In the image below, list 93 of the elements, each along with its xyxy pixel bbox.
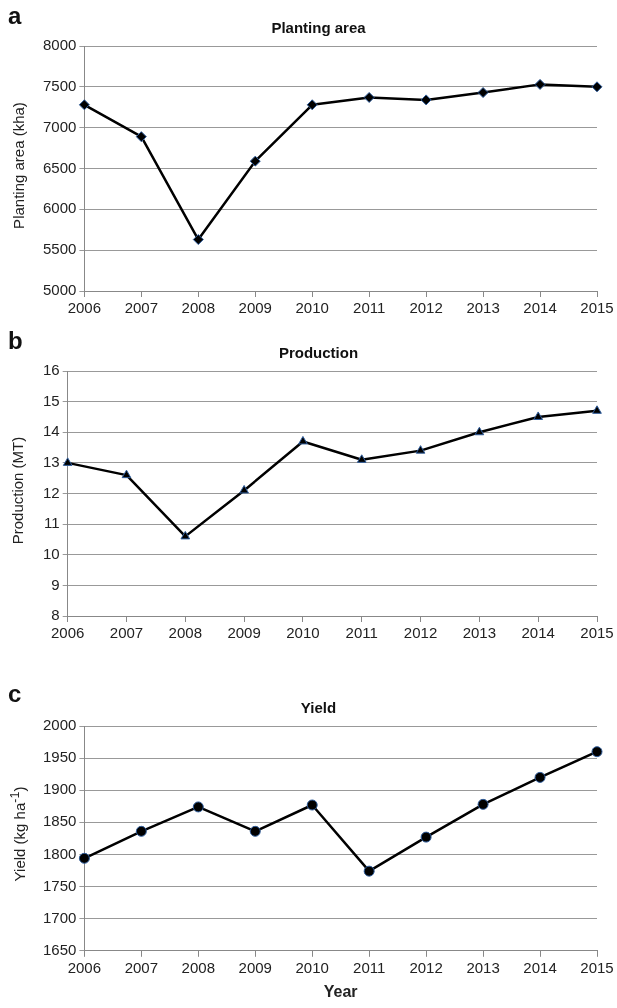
point xyxy=(420,94,432,106)
text: c xyxy=(8,680,22,708)
x-tick-label: 2008 xyxy=(181,958,215,976)
point xyxy=(420,831,432,843)
x-tick-label: 2010 xyxy=(295,299,329,317)
point xyxy=(306,799,318,811)
y-tick-label: 6500 xyxy=(42,158,77,176)
x-tick-label: 2008 xyxy=(181,299,215,317)
point xyxy=(592,405,602,414)
text: a xyxy=(8,2,22,30)
x-tick-label: 2009 xyxy=(238,299,272,317)
y-tick-label: 1800 xyxy=(42,844,77,862)
x-tick-label: 2013 xyxy=(466,958,500,976)
point xyxy=(591,746,603,758)
x-tick-label: 2006 xyxy=(51,624,85,642)
y-tick-label: 1700 xyxy=(42,908,77,926)
point xyxy=(533,411,544,420)
x-tick-label: 2009 xyxy=(238,958,272,976)
y-tick-label: 1900 xyxy=(42,780,77,798)
y-tick-label: 7500 xyxy=(42,76,77,94)
point xyxy=(192,801,204,813)
point xyxy=(135,825,147,837)
point xyxy=(534,78,546,90)
point xyxy=(591,81,603,93)
x-tick-label: 2012 xyxy=(403,624,438,642)
x-tick-label: 2010 xyxy=(286,624,320,642)
x-tick-label: 2009 xyxy=(227,624,261,642)
point xyxy=(121,469,132,479)
y-tick-label: 1650 xyxy=(42,940,77,958)
x-tick-label: 2015 xyxy=(580,624,614,642)
chart-title: Production xyxy=(278,344,359,362)
y-tick-label: 1750 xyxy=(42,876,77,894)
point xyxy=(78,852,90,864)
chart-title: Yield xyxy=(300,699,337,717)
point xyxy=(363,91,375,103)
x-tick-label: 2007 xyxy=(124,299,159,317)
y-tick-label: 7000 xyxy=(42,117,77,135)
x-tick-label: 2010 xyxy=(295,958,329,976)
y-tick-label: 8 xyxy=(51,606,60,624)
y-tick-label: 6000 xyxy=(42,199,77,217)
point xyxy=(249,155,261,167)
text: b xyxy=(8,327,23,355)
point xyxy=(356,454,367,463)
y-axis-title: Production (MT) xyxy=(9,436,27,544)
x-tick-label: 2011 xyxy=(345,624,378,642)
x-tick-label: 2014 xyxy=(523,299,557,317)
y-tick-label: 1850 xyxy=(42,812,77,830)
x-tick-label: 2006 xyxy=(67,299,102,317)
x-tick-label: 2015 xyxy=(580,299,614,317)
y-tick-label: 14 xyxy=(43,422,60,440)
x-tick-label: 2007 xyxy=(124,958,159,976)
y-tick-label: 10 xyxy=(43,544,60,562)
point xyxy=(135,131,147,143)
point xyxy=(477,798,489,810)
point xyxy=(534,771,546,783)
x-tick-label: 2006 xyxy=(67,958,102,976)
y-tick-label: 12 xyxy=(43,483,60,501)
x-tick-label: 2012 xyxy=(409,958,443,976)
point xyxy=(477,87,489,99)
point xyxy=(249,825,261,837)
point xyxy=(62,457,73,466)
x-tick-label: 2013 xyxy=(466,299,500,317)
y-axis-title: Planting area (kha) xyxy=(9,101,27,229)
point xyxy=(239,484,249,494)
chart-title: Planting area xyxy=(271,19,367,37)
y-tick-label: 15 xyxy=(43,391,60,409)
x-axis-title: Year xyxy=(323,982,358,1000)
point xyxy=(298,435,308,445)
y-tick-label: 9 xyxy=(51,575,60,593)
x-tick-label: 2012 xyxy=(409,299,443,317)
point xyxy=(306,99,318,111)
y-tick-label: 5500 xyxy=(42,240,77,258)
y-tick-label: 2000 xyxy=(42,716,77,734)
point xyxy=(415,445,426,454)
x-tick-label: 2008 xyxy=(168,624,202,642)
x-tick-label: 2015 xyxy=(580,958,614,976)
y-tick-label: 5000 xyxy=(42,281,77,299)
y-tick-label: 13 xyxy=(43,453,60,471)
point xyxy=(474,426,485,436)
point xyxy=(180,530,191,540)
point xyxy=(192,234,204,246)
point xyxy=(78,99,90,111)
x-tick-label: 2014 xyxy=(521,624,555,642)
y-tick-label: 11 xyxy=(44,514,60,532)
x-tick-label: 2011 xyxy=(353,299,386,317)
x-tick-label: 2011 xyxy=(353,958,386,976)
y-tick-label: 16 xyxy=(43,361,60,379)
x-tick-label: 2014 xyxy=(523,958,557,976)
y-tick-label: 8000 xyxy=(42,36,77,54)
y-tick-label: 1950 xyxy=(42,748,77,766)
point xyxy=(363,865,375,877)
x-tick-label: 2007 xyxy=(109,624,144,642)
x-tick-label: 2013 xyxy=(462,624,497,642)
